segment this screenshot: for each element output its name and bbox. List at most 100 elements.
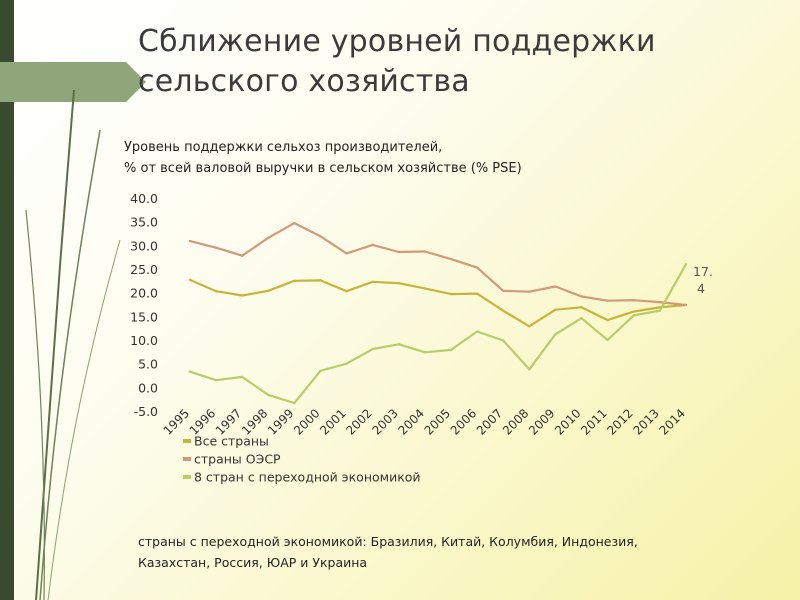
data-point — [658, 300, 661, 304]
legend-label: страны ОЭСР — [194, 452, 281, 467]
page-title-line1: Сближение уровней поддержки — [138, 24, 656, 59]
data-point — [267, 236, 270, 239]
footnote-line2: Казахстан, Россия, ЮАР и Украина — [138, 555, 368, 570]
data-point — [475, 266, 479, 269]
data-point — [502, 289, 505, 292]
data-point — [423, 351, 427, 354]
x-tick-label: 2012 — [604, 406, 635, 437]
page-title: Сближение уровней поддержки сельского хо… — [138, 22, 656, 102]
x-tick-label: 2000 — [291, 406, 322, 437]
data-point — [319, 369, 322, 372]
legend-label: Все страны — [194, 434, 269, 449]
data-point — [214, 246, 218, 249]
data-point — [528, 368, 531, 371]
data-point — [397, 343, 400, 346]
x-tick-label: 2006 — [448, 406, 479, 437]
data-point — [528, 290, 531, 293]
data-point — [502, 309, 505, 312]
legend-swatch — [183, 475, 191, 479]
data-point — [658, 309, 661, 312]
data-point — [606, 338, 609, 342]
series-line-3 — [188, 263, 688, 405]
x-tick-label: 2007 — [474, 406, 505, 437]
data-point — [371, 280, 374, 283]
data-point — [188, 370, 192, 373]
data-point — [606, 299, 609, 302]
data-label-line2: 4 — [697, 281, 705, 296]
data-point — [319, 279, 322, 282]
series-line-1 — [188, 278, 688, 328]
data-point — [293, 221, 296, 225]
data-point — [188, 278, 192, 282]
x-tick-label: 2004 — [396, 406, 427, 437]
page-title-line2: сельского хозяйства — [138, 64, 470, 99]
data-point — [423, 250, 427, 253]
data-point — [241, 254, 244, 257]
data-point — [397, 250, 400, 254]
data-point — [502, 339, 505, 342]
y-tick-label: 25.0 — [130, 262, 158, 277]
decorative-curves — [25, 89, 121, 600]
data-point — [293, 401, 296, 405]
y-tick-label: -5.0 — [134, 404, 158, 419]
data-point — [632, 310, 635, 313]
x-tick-label: 2010 — [552, 406, 583, 437]
x-tick-label: 2009 — [526, 406, 557, 437]
data-point — [214, 379, 218, 382]
chart-subtitle-line1: Уровень поддержки сельхоз производителей… — [124, 140, 443, 155]
title-accent-tab — [0, 62, 146, 102]
data-label-line1: 17. — [693, 264, 713, 279]
data-point — [632, 299, 635, 302]
data-point — [188, 239, 192, 243]
data-point — [684, 263, 688, 266]
data-point — [345, 252, 348, 255]
data-point — [554, 285, 557, 288]
x-tick-label: 2008 — [500, 406, 531, 437]
x-tick-label: 2013 — [630, 406, 661, 437]
footnote: страны с переходной экономикой: Бразилия… — [138, 531, 638, 573]
footnote-line1: страны с переходной экономикой: Бразилия… — [138, 534, 638, 549]
data-point — [580, 295, 583, 298]
y-tick-label: 30.0 — [130, 238, 158, 253]
data-point — [293, 279, 296, 283]
data-point — [267, 393, 270, 397]
data-point — [554, 308, 557, 311]
data-point — [449, 257, 453, 261]
data-point — [345, 362, 348, 365]
data-point — [371, 243, 374, 247]
x-tick-label: 1995 — [161, 406, 192, 437]
x-tick-label: 2002 — [343, 406, 374, 437]
data-point — [449, 348, 453, 352]
data-point — [345, 290, 348, 293]
data-point — [241, 375, 244, 379]
legend-swatch — [183, 439, 191, 443]
data-point — [371, 347, 374, 351]
left-accent-bar — [0, 0, 14, 600]
data-point — [475, 292, 479, 295]
legend-label: 8 стран с переходной экономикой — [194, 470, 421, 485]
series-line-2 — [188, 222, 688, 307]
data-point — [397, 282, 400, 285]
data-point — [684, 303, 688, 307]
legend-swatch — [183, 457, 191, 461]
x-tick-label: 2001 — [317, 406, 348, 437]
y-tick-label: 10.0 — [130, 333, 158, 348]
data-point — [528, 325, 531, 328]
y-tick-label: 0.0 — [138, 380, 158, 395]
y-tick-label: 5.0 — [138, 357, 158, 372]
data-point — [475, 330, 479, 333]
chart-subtitle: Уровень поддержки сельхоз производителей… — [124, 137, 522, 179]
data-point — [449, 292, 453, 296]
y-tick-label: 15.0 — [130, 309, 158, 324]
data-point — [423, 287, 427, 290]
data-point — [267, 289, 270, 292]
x-tick-label: 2014 — [657, 406, 688, 437]
chart-subtitle-line2: % от всей валовой выручки в сельском хоз… — [124, 161, 522, 176]
data-point — [241, 294, 244, 297]
data-point — [554, 333, 557, 336]
data-point — [632, 314, 635, 317]
y-tick-label: 35.0 — [130, 215, 158, 230]
data-point — [580, 317, 583, 320]
y-tick-label: 20.0 — [130, 286, 158, 301]
